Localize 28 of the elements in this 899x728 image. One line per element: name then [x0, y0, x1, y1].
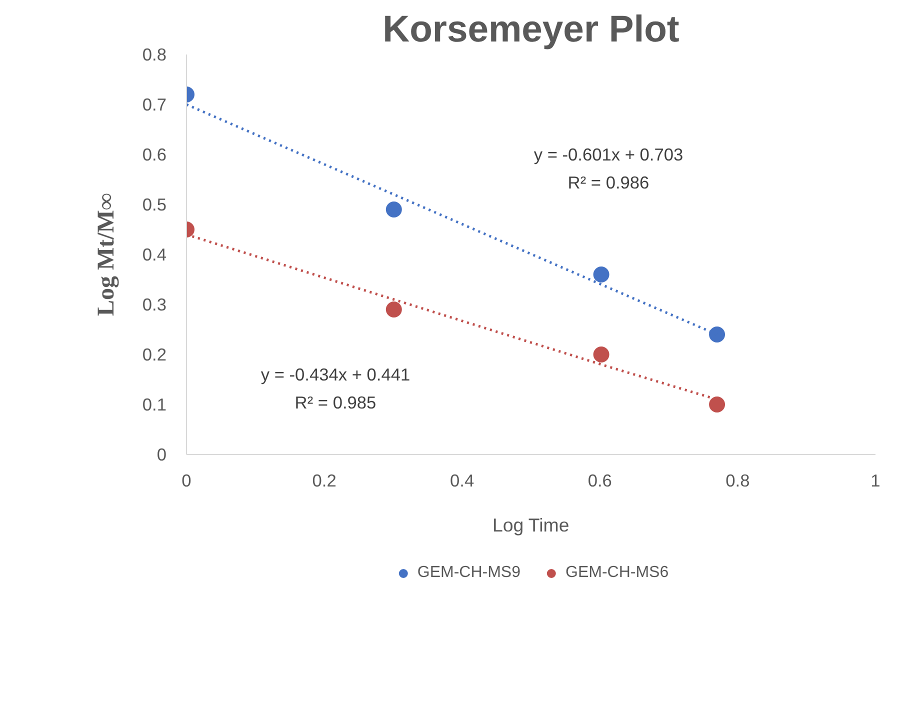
- annotation: R² = 0.986: [568, 172, 650, 192]
- annotation: R² = 0.985: [294, 392, 376, 412]
- y-tick-label: 0.2: [142, 344, 167, 364]
- y-tick-label: 0.3: [142, 294, 167, 314]
- annotation: y = -0.434x + 0.441: [260, 364, 410, 384]
- y-tick-label: 0.5: [142, 194, 167, 214]
- x-tick-label: 0.8: [726, 470, 750, 490]
- y-tick-label: 0.6: [142, 144, 167, 164]
- x-tick-label: 0: [182, 470, 192, 490]
- y-tick-label: 0.4: [142, 244, 167, 264]
- point: [709, 396, 726, 412]
- x-axis-title: Log Time: [492, 514, 570, 536]
- legend-label: GEM-CH-MS6: [566, 564, 669, 582]
- x-tick-label: 1: [870, 470, 880, 490]
- y-tick-label: 0.7: [142, 94, 167, 114]
- x-tick-label: 0.4: [450, 470, 475, 490]
- y-axis-title: Log Mt/M∞: [93, 192, 120, 316]
- y-tick-label: 0: [156, 444, 167, 464]
- y-tick-label: 0.8: [142, 44, 167, 64]
- y-tick-label: 0.1: [142, 394, 167, 414]
- chart-title: Korsemeyer Plot: [382, 8, 680, 50]
- x-tick-label: 0.2: [312, 470, 336, 490]
- x-tick-label: 0.6: [588, 470, 612, 490]
- point: [593, 266, 610, 282]
- point: [709, 326, 726, 342]
- point: [593, 346, 610, 362]
- annotation: y = -0.601x + 0.703: [534, 144, 684, 164]
- legend-label: GEM-CH-MS9: [417, 564, 520, 582]
